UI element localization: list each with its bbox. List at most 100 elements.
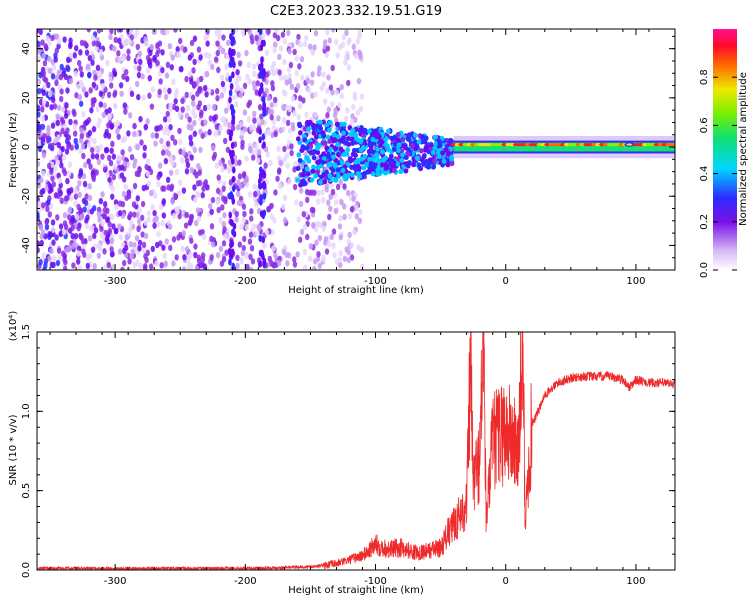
spectrogram-cell xyxy=(145,118,150,125)
spectrogram-streak-cell xyxy=(258,128,263,136)
spectrogram-cell xyxy=(177,111,182,118)
spectrogram-cell xyxy=(297,63,302,70)
spectrogram-cell xyxy=(251,63,257,70)
spectrogram-streak-cell xyxy=(228,96,232,104)
spectrogram-cell xyxy=(168,105,173,113)
spectrogram-cell xyxy=(63,223,69,231)
spectrogram-cell xyxy=(252,183,257,190)
spectrogram-cell xyxy=(145,170,150,177)
spectrogram-streak-cell xyxy=(257,177,262,185)
spectrogram-cell xyxy=(292,48,297,56)
spectrogram-cell xyxy=(349,254,355,261)
spectrogram-cell xyxy=(294,55,300,62)
spectrogram-cell xyxy=(52,255,57,262)
carrier-cell xyxy=(669,142,675,147)
spectrogram-cell xyxy=(148,49,153,57)
spectrogram-streak-cell xyxy=(261,236,266,244)
spectrogram-broadening-cell xyxy=(302,180,308,187)
spectrogram-broadening-cell xyxy=(313,173,319,179)
spectrogram-cell xyxy=(88,163,93,170)
spectrogram-cell xyxy=(196,258,202,265)
spectrogram-broadening-cell xyxy=(327,173,333,179)
spectrogram-broadening-cell xyxy=(313,134,319,140)
spectrogram-cell xyxy=(45,35,50,42)
spectrogram-cell xyxy=(216,174,221,181)
spectrogram-cell xyxy=(120,266,125,270)
spectrogram-cell xyxy=(54,33,60,40)
spectrogram-cell xyxy=(221,180,227,188)
spectrogram-cell xyxy=(241,203,247,210)
spectrogram-broadening-cell xyxy=(378,142,383,149)
spectrogram-cell xyxy=(268,159,273,167)
spectrogram-cell xyxy=(81,111,86,118)
spectrogram-cell xyxy=(112,91,117,98)
spectrogram-cell xyxy=(267,108,273,116)
spectrogram-cell xyxy=(255,230,260,238)
spectrogram-cell xyxy=(73,187,78,194)
spectrogram-cell xyxy=(321,196,326,204)
spectrogram-streak-cell xyxy=(258,136,262,144)
spectrogram-cell xyxy=(222,212,227,219)
spectrogram-cell xyxy=(255,157,261,164)
spectrogram-cell xyxy=(51,226,56,233)
spectrogram-cell xyxy=(136,71,142,79)
spectrogram-cell xyxy=(312,258,318,265)
spectrogram-cell xyxy=(226,167,232,174)
spectrogram-cell xyxy=(194,172,199,179)
spectrogram-broadening-cell xyxy=(310,150,316,156)
spectrogram-cell xyxy=(50,219,56,226)
spectrogram-cell xyxy=(203,119,208,126)
spectrogram-cell xyxy=(155,42,160,49)
spectrogram-xlabel: Height of straight line (km) xyxy=(288,285,424,296)
spectrogram-cell xyxy=(272,217,277,224)
spectrogram-cell xyxy=(131,130,137,138)
spectrogram-cell xyxy=(192,146,198,154)
spectrogram-cell xyxy=(150,204,155,211)
spectrogram-cell xyxy=(50,34,55,42)
spectrogram-cell xyxy=(117,248,123,255)
spectrogram-cell xyxy=(168,169,174,176)
spectrogram-broadening-cell xyxy=(342,121,347,127)
spectrogram-cell xyxy=(48,183,53,190)
spectrogram-cell xyxy=(38,224,44,231)
spectrogram-broadening-cell xyxy=(426,160,432,166)
spectrogram-broadening-cell xyxy=(315,149,321,156)
spectrogram-cell xyxy=(57,177,63,184)
spectrogram-cell xyxy=(146,180,152,187)
spectrogram-cell xyxy=(160,66,165,74)
spectrogram-cell xyxy=(195,180,201,187)
spectrogram-cell xyxy=(100,153,105,160)
spectrogram-broadening-cell xyxy=(353,166,359,172)
spectrogram-cell xyxy=(260,118,265,126)
spectrogram-cell xyxy=(40,106,45,113)
spectrogram-cell xyxy=(248,253,253,261)
spectrogram-cell xyxy=(330,64,335,72)
spectrogram-cell xyxy=(152,222,157,229)
spectrogram-cell xyxy=(40,136,46,144)
spectrogram-broadening-cell xyxy=(324,122,330,129)
spectrogram-cell xyxy=(64,246,70,254)
spectrogram-cell xyxy=(93,227,99,234)
spectrogram-cell xyxy=(96,252,102,259)
spectrogram-cell xyxy=(235,68,240,76)
spectrogram-cell xyxy=(331,228,337,235)
spectrogram-cell xyxy=(203,35,208,42)
spectrogram-cell xyxy=(327,213,332,221)
spectrogram-cell xyxy=(163,260,168,267)
spectrogram-streak-cell xyxy=(228,192,232,200)
spectrogram-cell xyxy=(46,130,51,138)
spectrogram-cell xyxy=(222,226,227,233)
spectrogram-cell xyxy=(52,103,58,110)
spectrogram-cell xyxy=(302,223,308,231)
spectrogram-cell xyxy=(192,35,198,42)
spectrogram-cell xyxy=(105,59,110,67)
spectrogram-cell xyxy=(51,64,57,71)
spectrogram-cell xyxy=(305,196,310,204)
spectrogram-cell xyxy=(173,192,178,200)
spectrogram-cell xyxy=(161,198,167,205)
spectrogram-streak-cell xyxy=(230,39,234,47)
spectrogram-cell xyxy=(70,217,75,224)
spectrogram-cell xyxy=(271,245,276,252)
spectrogram-cell xyxy=(150,245,156,253)
